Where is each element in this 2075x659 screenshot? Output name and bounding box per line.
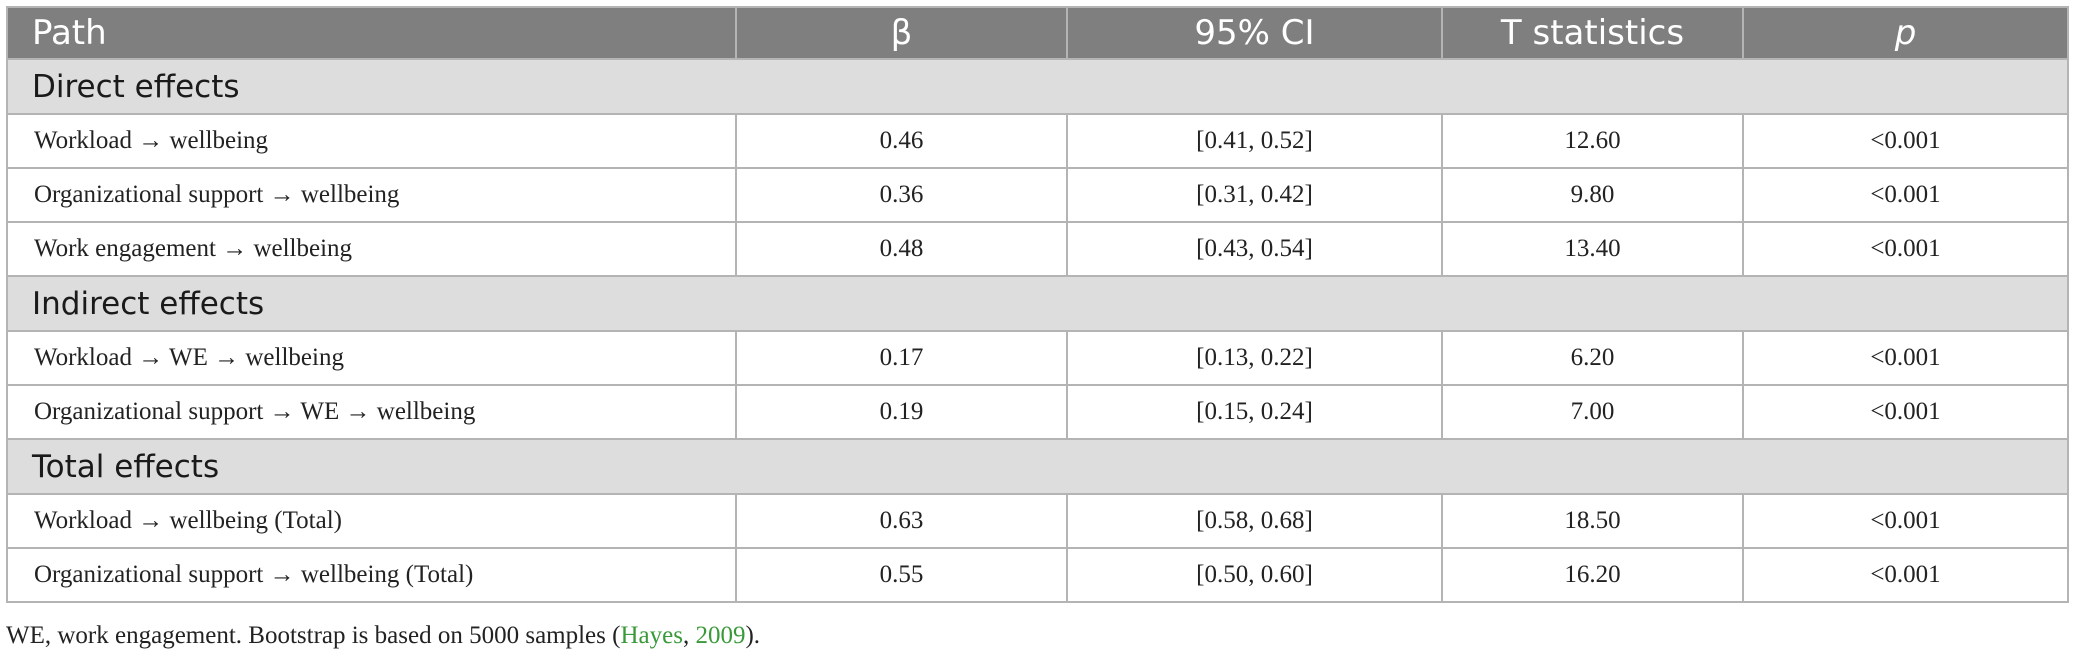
section-row-direct: Direct effects: [6, 58, 2069, 115]
section-title: Total effects: [6, 438, 2069, 495]
cell-p: <0.001: [1742, 167, 2069, 223]
header-p: p: [1742, 6, 2069, 60]
table-footnote: WE, work engagement. Bootstrap is based …: [6, 622, 760, 650]
cell-ci: [0.50, 0.60]: [1066, 547, 1443, 603]
cell-ci: [0.58, 0.68]: [1066, 493, 1443, 549]
cell-path: Workload → wellbeing (Total): [6, 493, 737, 549]
cell-beta: 0.17: [735, 330, 1068, 386]
cell-beta: 0.46: [735, 113, 1068, 169]
cell-p: <0.001: [1742, 330, 2069, 386]
cell-t: 16.20: [1441, 547, 1744, 603]
cell-ci: [0.31, 0.42]: [1066, 167, 1443, 223]
header-t-statistics: T statistics: [1441, 6, 1744, 60]
cell-t: 7.00: [1441, 384, 1744, 440]
cell-path: Organizational support → wellbeing: [6, 167, 737, 223]
section-title: Indirect effects: [6, 275, 2069, 332]
cell-ci: [0.43, 0.54]: [1066, 221, 1443, 277]
table-row: Workload → wellbeing (Total) 0.63 [0.58,…: [6, 493, 2069, 549]
footnote-text: WE, work engagement. Bootstrap is based …: [6, 622, 621, 649]
header-p-label: p: [1894, 13, 1917, 53]
cell-t: 9.80: [1441, 167, 1744, 223]
cell-path: Organizational support → WE → wellbeing: [6, 384, 737, 440]
cell-path: Organizational support → wellbeing (Tota…: [6, 547, 737, 603]
header-ci: 95% CI: [1066, 6, 1443, 60]
header-beta: β: [735, 6, 1068, 60]
cell-path: Workload → WE → wellbeing: [6, 330, 737, 386]
section-row-total: Total effects: [6, 438, 2069, 495]
cell-path: Work engagement → wellbeing: [6, 221, 737, 277]
cell-p: <0.001: [1742, 384, 2069, 440]
cell-p: <0.001: [1742, 493, 2069, 549]
section-title: Direct effects: [6, 58, 2069, 115]
cell-beta: 0.48: [735, 221, 1068, 277]
cell-t: 18.50: [1441, 493, 1744, 549]
cell-ci: [0.41, 0.52]: [1066, 113, 1443, 169]
cell-path: Workload → wellbeing: [6, 113, 737, 169]
cell-t: 12.60: [1441, 113, 1744, 169]
results-table: Path β 95% CI T statistics p Direct effe…: [6, 6, 2069, 603]
cell-ci: [0.13, 0.22]: [1066, 330, 1443, 386]
table-row: Work engagement → wellbeing 0.48 [0.43, …: [6, 221, 2069, 277]
citation-year-link[interactable]: 2009: [695, 622, 746, 649]
table-row: Organizational support → WE → wellbeing …: [6, 384, 2069, 440]
header-path: Path: [6, 6, 737, 60]
cell-beta: 0.36: [735, 167, 1068, 223]
section-row-indirect: Indirect effects: [6, 275, 2069, 332]
cell-t: 13.40: [1441, 221, 1744, 277]
cell-ci: [0.15, 0.24]: [1066, 384, 1443, 440]
table-row: Workload → wellbeing 0.46 [0.41, 0.52] 1…: [6, 113, 2069, 169]
cell-p: <0.001: [1742, 221, 2069, 277]
citation-separator: ,: [682, 622, 696, 649]
cell-p: <0.001: [1742, 547, 2069, 603]
table-row: Workload → WE → wellbeing 0.17 [0.13, 0.…: [6, 330, 2069, 386]
table-row: Organizational support → wellbeing 0.36 …: [6, 167, 2069, 223]
cell-p: <0.001: [1742, 113, 2069, 169]
cell-beta: 0.55: [735, 547, 1068, 603]
header-row: Path β 95% CI T statistics p: [6, 6, 2069, 60]
citation-author-link[interactable]: Hayes: [620, 622, 683, 649]
footnote-end: ).: [745, 622, 761, 649]
cell-beta: 0.19: [735, 384, 1068, 440]
table-row: Organizational support → wellbeing (Tota…: [6, 547, 2069, 603]
cell-t: 6.20: [1441, 330, 1744, 386]
cell-beta: 0.63: [735, 493, 1068, 549]
